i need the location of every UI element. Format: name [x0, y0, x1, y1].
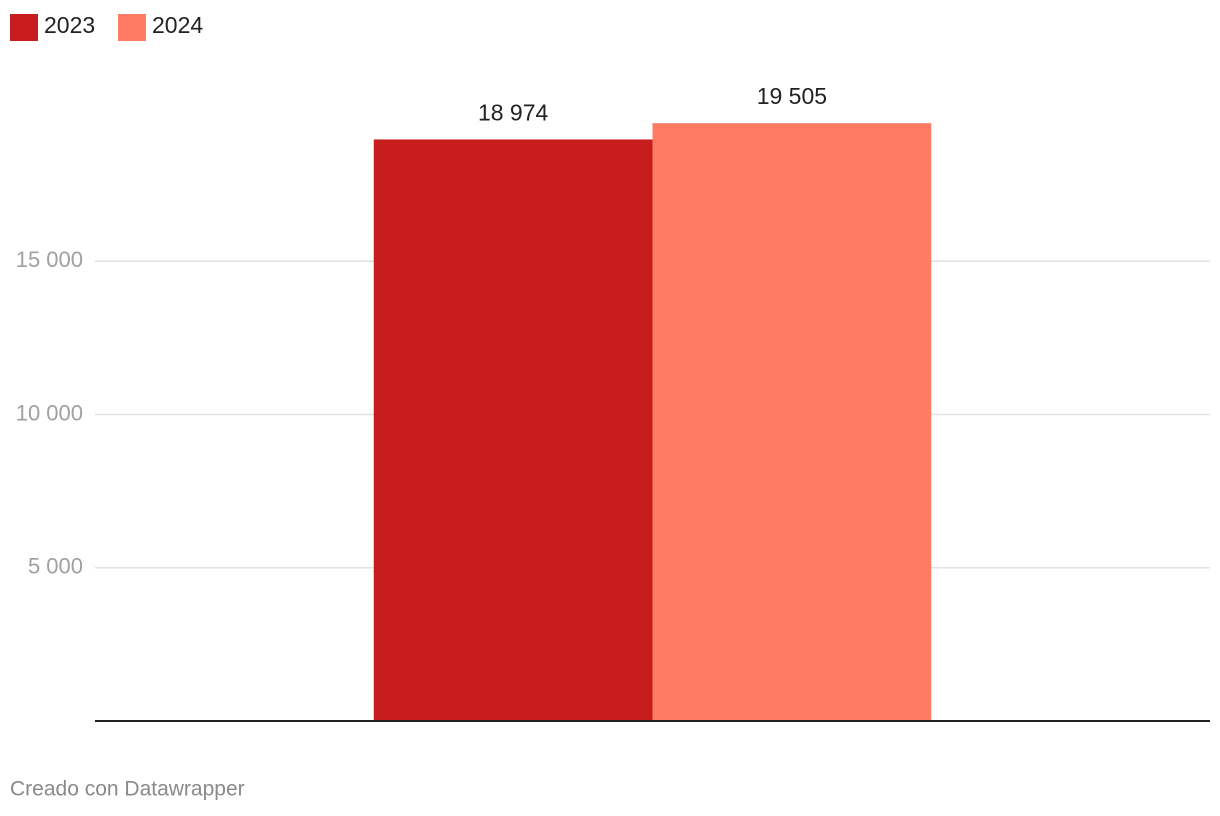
bar — [652, 123, 932, 721]
y-tick-label: 10 000 — [16, 400, 83, 425]
y-tick-label: 15 000 — [16, 247, 83, 272]
bar — [373, 139, 653, 721]
footer: Creado con Datawrapper — [10, 778, 245, 801]
y-tick-label: 5 000 — [28, 554, 83, 579]
legend-label: 2024 — [152, 12, 203, 38]
legend-label: 2023 — [44, 12, 95, 38]
value-label: 19 505 — [757, 83, 827, 109]
legend-swatch — [10, 14, 38, 41]
value-label: 18 974 — [478, 100, 549, 126]
legend-swatch — [118, 14, 146, 41]
